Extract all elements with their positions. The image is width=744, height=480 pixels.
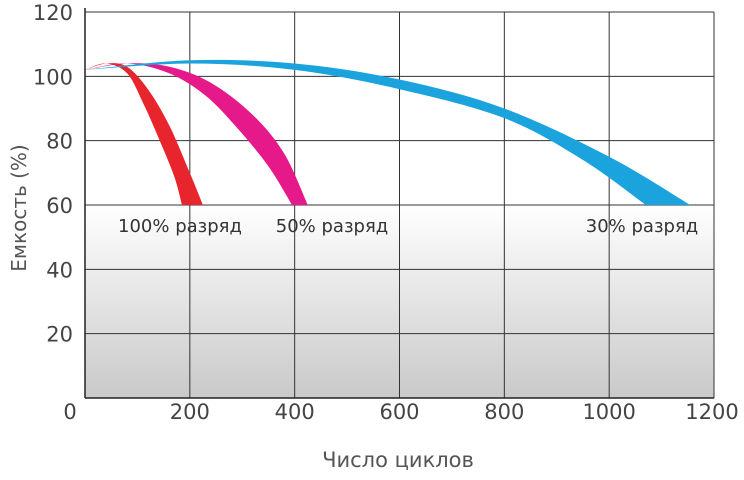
- series-layer: [85, 59, 691, 206]
- series-band-2: [85, 63, 308, 205]
- x-axis-label: Число циклов: [322, 448, 474, 472]
- y-tick-label: 100: [33, 65, 73, 89]
- y-tick-label: 80: [46, 130, 73, 154]
- x-tick-label: 1200: [685, 400, 738, 424]
- labels: 100% разряд 50% разряд 30% разряд: [118, 216, 698, 237]
- x-tick-label: 800: [484, 400, 524, 424]
- origin-label: 0: [63, 400, 76, 424]
- x-tick-label: 400: [275, 400, 315, 424]
- series-label-2: 50% разряд: [276, 216, 388, 237]
- x-tick-label: 600: [379, 400, 419, 424]
- y-axis-label: Емкость (%): [7, 144, 31, 271]
- y-tick-label: 40: [46, 258, 73, 282]
- x-tick-label: 200: [170, 400, 210, 424]
- series-label-3: 30% разряд: [586, 216, 698, 237]
- axes: 20 40 60 80 100 120 200 400 600 800 1000 1200: [33, 1, 739, 424]
- series-band-3: [85, 59, 691, 205]
- y-tick-label: 20: [46, 323, 73, 347]
- y-tick-label: 120: [33, 1, 73, 25]
- series-label-1: 100% разряд: [118, 216, 242, 237]
- y-tick-label: 60: [46, 194, 73, 218]
- x-tick-label: 1000: [582, 400, 635, 424]
- series-band-1: [85, 63, 203, 206]
